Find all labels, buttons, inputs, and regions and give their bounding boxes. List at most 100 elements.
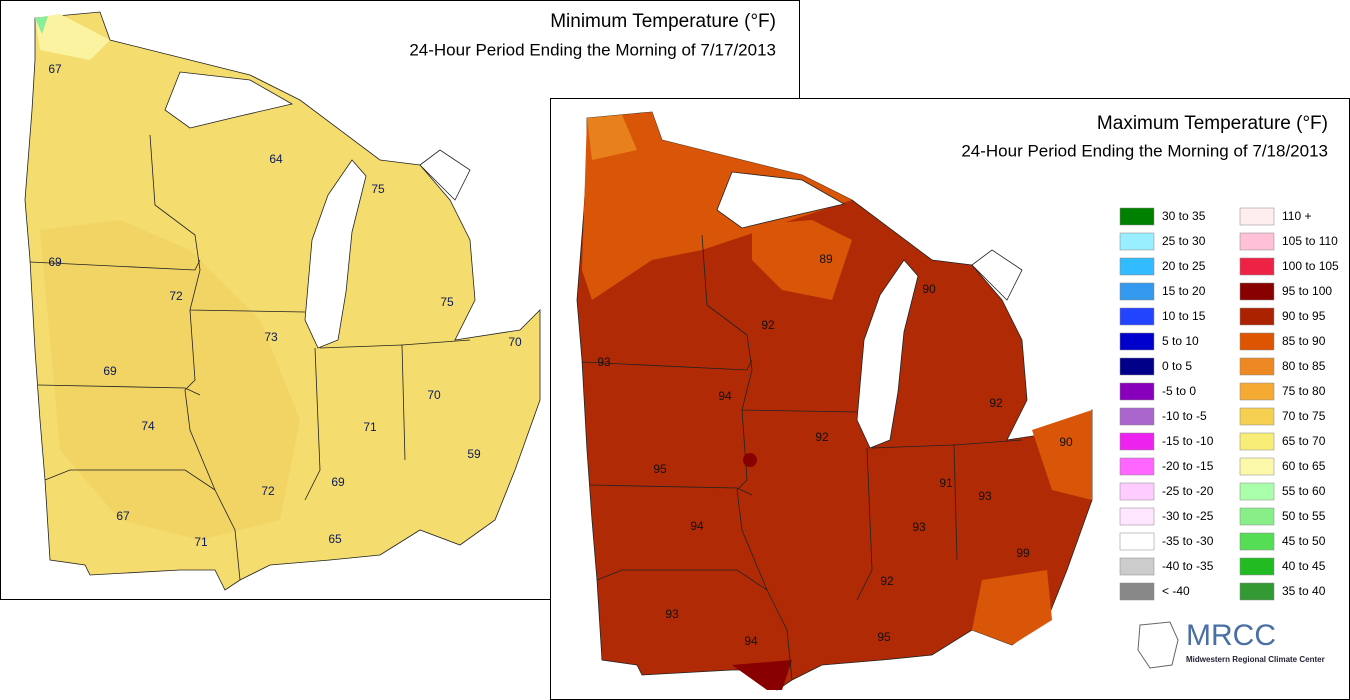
legend-label: 70 to 75 — [1282, 409, 1326, 423]
station-label: 95 — [653, 462, 667, 476]
logo-subtitle: Midwestern Regional Climate Center — [1186, 655, 1325, 664]
station-label: 70 — [427, 388, 441, 402]
station-label: 70 — [508, 335, 522, 349]
legend-label: 30 to 35 — [1162, 209, 1206, 223]
legend-swatch — [1239, 482, 1275, 501]
logo-name: MRCC — [1186, 619, 1276, 652]
station-label: 69 — [331, 475, 345, 489]
legend-swatch — [1119, 532, 1155, 551]
map-shade — [732, 660, 792, 690]
legend-swatch — [1119, 482, 1155, 501]
legend-label: 5 to 10 — [1162, 334, 1199, 348]
station-labels: 67 64 75 69 72 75 73 70 69 70 74 71 59 69 72 67 65 71 — [48, 62, 522, 549]
legend-label: -30 to -25 — [1162, 509, 1214, 523]
station-label: 92 — [761, 318, 775, 332]
station-label: 94 — [744, 634, 758, 648]
map-shade — [587, 115, 637, 160]
legend-swatch — [1239, 507, 1275, 526]
map-shade — [743, 453, 757, 467]
legend-label: 65 to 70 — [1282, 434, 1326, 448]
legend-swatch — [1239, 382, 1275, 401]
station-label: 72 — [261, 484, 275, 498]
legend-swatch — [1239, 282, 1275, 301]
station-label: 71 — [363, 420, 377, 434]
legend-label: 75 to 80 — [1282, 384, 1326, 398]
station-label: 73 — [264, 330, 278, 344]
legend-swatch — [1239, 332, 1275, 351]
station-label: 92 — [815, 430, 829, 444]
legend-label: 90 to 95 — [1282, 309, 1326, 323]
station-labels: 89 90 92 93 94 92 92 90 95 91 93 94 93 99 92 93 95 94 — [597, 252, 1073, 648]
legend-label: -25 to -20 — [1162, 484, 1214, 498]
map-subtitle: 24-Hour Period Ending the Morning of 7/1… — [961, 141, 1328, 160]
logo: MRCC Midwestern Regional Climate Center — [1137, 619, 1325, 669]
map-shade — [35, 14, 110, 60]
station-label: 75 — [371, 182, 385, 196]
station-label: 64 — [269, 152, 283, 166]
legend-label: -5 to 0 — [1162, 384, 1196, 398]
legend-label: 60 to 65 — [1282, 459, 1326, 473]
legend-swatch — [1239, 557, 1275, 576]
legend-swatch — [1119, 232, 1155, 251]
legend-swatch — [1119, 282, 1155, 301]
legend-label: 55 to 60 — [1282, 484, 1326, 498]
map-shade — [35, 16, 48, 34]
legend-swatch — [1119, 307, 1155, 326]
map-shade — [40, 220, 300, 540]
legend-swatch — [1239, 457, 1275, 476]
legend-label: 10 to 15 — [1162, 309, 1206, 323]
legend-label: 80 to 85 — [1282, 359, 1326, 373]
legend-swatch — [1239, 257, 1275, 276]
legend-swatch — [1119, 332, 1155, 351]
station-label: 99 — [1016, 546, 1030, 560]
legend-swatch — [1119, 557, 1155, 576]
legend-swatch — [1239, 357, 1275, 376]
station-label: 91 — [939, 476, 953, 490]
station-label: 93 — [978, 489, 992, 503]
legend-label: 40 to 45 — [1282, 559, 1326, 573]
legend-label: -20 to -15 — [1162, 459, 1214, 473]
legend-label: 25 to 30 — [1162, 234, 1206, 248]
legend-label: 35 to 40 — [1282, 584, 1326, 598]
station-label: 69 — [48, 255, 62, 269]
station-label: 74 — [141, 419, 155, 433]
station-label: 94 — [718, 389, 732, 403]
station-label: 95 — [877, 630, 891, 644]
map-shade — [582, 112, 852, 300]
station-label: 90 — [1059, 435, 1073, 449]
station-label: 67 — [48, 62, 62, 76]
map-shade — [752, 220, 852, 300]
station-label: 75 — [440, 295, 454, 309]
max-temp-panel: Maximum Temperature (°F) 24-Hour Period … — [550, 98, 1350, 700]
legend-label: < -40 — [1162, 584, 1190, 598]
legend-label: -10 to -5 — [1162, 409, 1207, 423]
legend-label: -35 to -30 — [1162, 534, 1214, 548]
legend-swatch — [1119, 457, 1155, 476]
station-label: 93 — [665, 607, 679, 621]
legend-swatch — [1119, 207, 1155, 226]
legend-label: -40 to -35 — [1162, 559, 1214, 573]
station-label: 65 — [328, 532, 342, 546]
legend-swatch — [1239, 207, 1275, 226]
legend-label: 45 to 50 — [1282, 534, 1326, 548]
station-label: 89 — [819, 252, 833, 266]
station-label: 72 — [169, 289, 183, 303]
station-label: 71 — [194, 535, 208, 549]
map-subtitle: 24-Hour Period Ending the Morning of 7/1… — [409, 40, 776, 59]
station-label: 90 — [922, 282, 936, 296]
legend: 30 to 35 25 to 30 20 to 25 15 to 20 10 to 15… — [1119, 207, 1339, 601]
legend-label: 110 + — [1282, 209, 1311, 223]
legend-label: 105 to 110 — [1282, 234, 1338, 248]
station-label: 94 — [690, 519, 704, 533]
station-label: 59 — [467, 447, 481, 461]
station-label: 93 — [597, 355, 611, 369]
legend-swatch — [1119, 582, 1155, 601]
map-shade — [972, 570, 1052, 645]
legend-label: 50 to 55 — [1282, 509, 1326, 523]
legend-swatch — [1239, 432, 1275, 451]
logo-icon — [1137, 621, 1179, 669]
map-title: Minimum Temperature (°F) — [550, 11, 776, 32]
legend-label: 95 to 100 — [1282, 284, 1332, 298]
